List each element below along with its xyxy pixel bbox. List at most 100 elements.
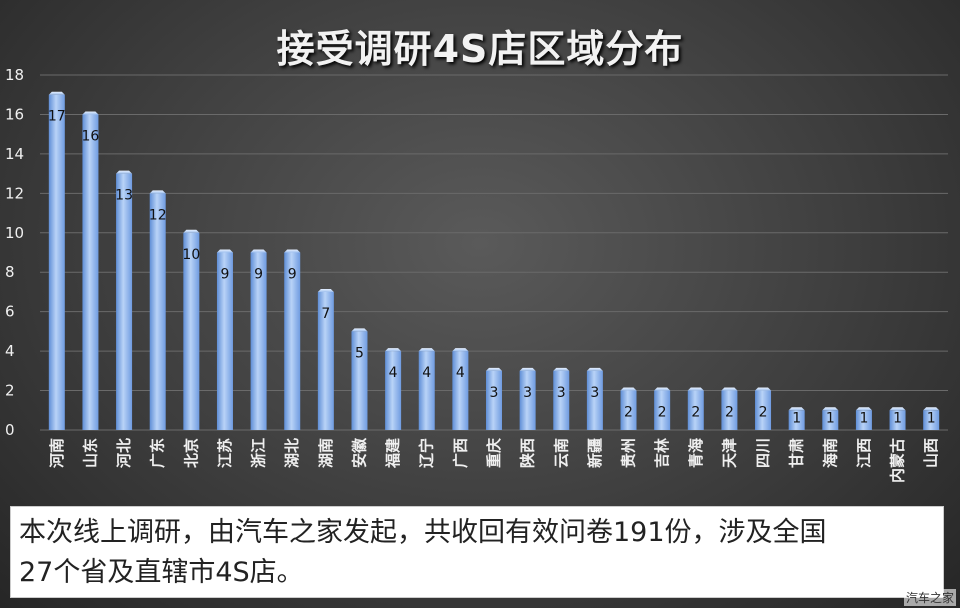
bar xyxy=(519,370,536,430)
x-category-label: 贵州 xyxy=(620,438,638,468)
data-label: 16 xyxy=(82,128,100,144)
x-category-label: 天津 xyxy=(720,438,738,468)
bar xyxy=(486,370,502,430)
bar xyxy=(620,390,637,430)
data-label: 1 xyxy=(859,410,868,426)
y-tick-label: 6 xyxy=(5,303,15,321)
y-tick-label: 18 xyxy=(5,66,24,84)
caption-line-2: 27个省及直辖市4S店。 xyxy=(19,557,304,588)
data-label: 2 xyxy=(759,405,768,421)
x-category-label: 陕西 xyxy=(519,438,537,468)
x-category-label: 福建 xyxy=(384,437,402,469)
data-label: 2 xyxy=(624,405,633,421)
bar-cap xyxy=(788,407,805,411)
x-category-label: 浙江 xyxy=(250,438,268,468)
x-category-label: 山西 xyxy=(922,438,940,468)
bar-cap xyxy=(351,328,368,332)
x-category-label: 广东 xyxy=(149,438,167,468)
chart-title: 接受调研4S店区域分布 xyxy=(276,27,684,71)
bar-cap xyxy=(586,367,603,371)
data-label: 3 xyxy=(490,385,499,401)
bar xyxy=(822,410,839,430)
bar xyxy=(48,94,65,430)
caption-line-1: 本次线上调研，由汽车之家发起，共收回有效问卷191份，涉及全国 xyxy=(19,517,827,548)
bar xyxy=(452,351,469,430)
x-category-label: 河南 xyxy=(48,438,66,468)
x-category-label: 湖北 xyxy=(283,438,301,468)
x-category-label: 山东 xyxy=(81,438,99,468)
bar-cap xyxy=(82,111,99,115)
bar-cap xyxy=(553,367,570,371)
bar-cap xyxy=(452,348,469,352)
x-category-label: 内蒙古 xyxy=(889,438,907,483)
data-label: 3 xyxy=(590,385,599,401)
bar xyxy=(923,410,940,430)
data-label: 2 xyxy=(691,405,700,421)
watermark-logo: 汽车之家 xyxy=(903,589,956,606)
data-label: 12 xyxy=(149,207,167,223)
data-label: 2 xyxy=(725,405,734,421)
y-tick-label: 8 xyxy=(5,263,15,281)
data-label: 1 xyxy=(792,410,801,426)
bar-cap xyxy=(216,249,233,253)
x-category-label: 青海 xyxy=(687,438,705,468)
bar xyxy=(418,351,435,430)
y-tick-label: 0 xyxy=(5,421,15,439)
data-label: 4 xyxy=(456,365,465,381)
y-tick-label: 2 xyxy=(5,382,15,400)
bar xyxy=(116,173,133,430)
x-category-label: 广西 xyxy=(451,438,469,468)
data-label: 17 xyxy=(48,109,66,125)
bar xyxy=(317,291,334,430)
data-label: 9 xyxy=(254,267,263,283)
bar-cap xyxy=(721,387,738,391)
data-label: 1 xyxy=(927,410,936,426)
x-category-label: 新疆 xyxy=(586,438,604,468)
x-category-label: 湖南 xyxy=(317,438,335,468)
y-tick-label: 14 xyxy=(5,145,24,163)
x-category-label: 云南 xyxy=(552,438,570,468)
bar-cap xyxy=(923,407,940,411)
bar xyxy=(385,351,402,430)
bar-cap xyxy=(519,367,536,371)
bar-cap xyxy=(183,229,200,233)
bar xyxy=(216,252,233,430)
bar-cap xyxy=(855,407,872,411)
data-label: 7 xyxy=(321,306,330,322)
bar xyxy=(586,370,603,430)
bar xyxy=(553,370,570,430)
data-label: 5 xyxy=(355,345,364,361)
x-category-label: 北京 xyxy=(182,438,200,468)
x-category-label: 河北 xyxy=(115,438,133,468)
data-label: 4 xyxy=(389,365,398,381)
bar-cap xyxy=(687,387,704,391)
bar-cap xyxy=(317,288,334,292)
x-category-label: 吉林 xyxy=(653,437,671,468)
x-axis-categories: 河南 山东 河北 广东 北京 江苏 浙江 湖北 湖南 安徽 福建 辽宁 广西 重庆 陕西 云南 新疆 贵州 吉林 青海… xyxy=(48,437,940,483)
x-category-label: 安徽 xyxy=(350,437,368,468)
x-category-label: 辽宁 xyxy=(418,438,436,468)
bar xyxy=(82,114,99,430)
data-label: 3 xyxy=(557,385,566,401)
data-label: 1 xyxy=(893,410,902,426)
bars: 17 16 13 12 10 9 9 9 7 5 4 4 4 3 3 3 3 2 2 2 2 2 1 1 1 1 1 xyxy=(48,91,940,430)
x-category-label: 四川 xyxy=(754,438,772,468)
bar xyxy=(284,252,301,430)
data-label: 3 xyxy=(523,385,532,401)
bar xyxy=(183,232,200,430)
bar-cap xyxy=(620,387,637,391)
data-label: 4 xyxy=(422,365,431,381)
bar xyxy=(855,410,872,430)
caption-box: 本次线上调研，由汽车之家发起，共收回有效问卷191份，涉及全国 27个省及直辖市… xyxy=(10,506,944,598)
bar xyxy=(889,410,906,430)
y-tick-label: 4 xyxy=(5,342,15,360)
data-label: 9 xyxy=(221,267,230,283)
bar-cap xyxy=(889,407,906,411)
bar-cap xyxy=(755,387,772,391)
bar xyxy=(755,390,772,430)
bar-cap xyxy=(418,348,435,352)
bar xyxy=(250,252,267,430)
bar xyxy=(721,390,738,430)
bar-cap xyxy=(654,387,671,391)
